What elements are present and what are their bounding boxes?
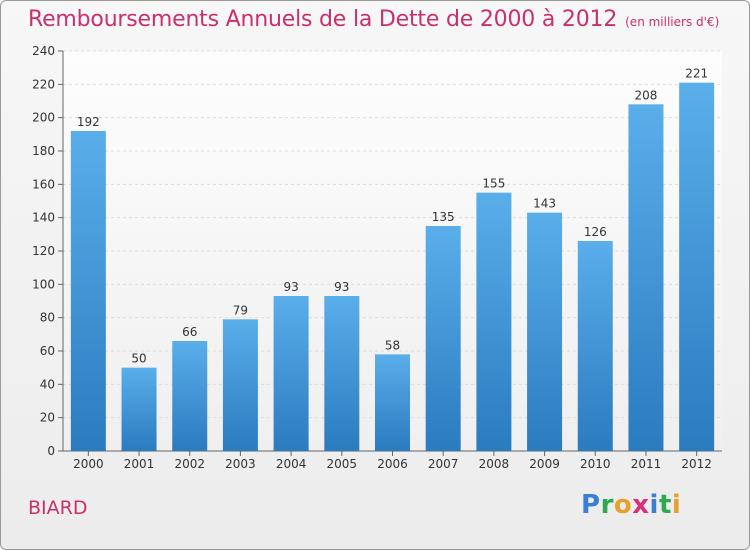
y-tick-label: 200 [32, 111, 55, 125]
y-tick-label: 140 [32, 211, 55, 225]
bar-2005 [324, 296, 360, 451]
bar-value-label: 126 [584, 225, 607, 239]
x-tick-label: 2012 [681, 457, 712, 471]
bar-2004 [273, 296, 309, 451]
logo-letter: t [658, 490, 672, 520]
bar-2012 [679, 82, 715, 452]
bar-2011 [628, 104, 664, 451]
logo-letter: x [632, 490, 650, 520]
bar-2007 [425, 226, 461, 451]
x-tick-label: 2011 [631, 457, 662, 471]
bar-value-label: 93 [334, 280, 349, 294]
bar-value-label: 58 [385, 338, 400, 352]
y-tick-label: 120 [32, 244, 55, 258]
x-tick-label: 2002 [174, 457, 205, 471]
logo-letter: o [613, 490, 633, 520]
bar-2002 [172, 341, 208, 451]
bar-value-label: 143 [533, 197, 556, 211]
y-tick-label: 220 [32, 77, 55, 91]
bar-value-label: 135 [432, 210, 455, 224]
commune-name: BIARD [28, 497, 88, 519]
bar-value-label: 192 [77, 115, 100, 129]
chart-unit: (en milliers d'€) [625, 15, 720, 29]
bar-value-label: 93 [283, 280, 298, 294]
y-tick-label: 0 [47, 444, 55, 458]
bar-value-label: 155 [482, 177, 505, 191]
x-tick-label: 2009 [529, 457, 560, 471]
proxiti-logo: Proxiti [581, 490, 681, 520]
bar-2003 [222, 319, 258, 451]
y-tick-label: 180 [32, 144, 55, 158]
chart-title: Remboursements Annuels de la Dette de 20… [28, 7, 719, 32]
bar-2000 [70, 131, 106, 451]
logo-letter: P [581, 490, 601, 520]
x-tick-label: 2005 [327, 457, 358, 471]
x-tick-label: 2003 [225, 457, 256, 471]
logo-letter: i [649, 490, 659, 520]
logo-letter: r [600, 490, 614, 520]
y-tick-label: 80 [40, 311, 55, 325]
y-tick-label: 60 [40, 344, 55, 358]
bar-value-label: 208 [635, 88, 658, 102]
x-tick-label: 2000 [73, 457, 104, 471]
logo-letter: i [671, 490, 682, 520]
y-tick-label: 160 [32, 177, 55, 191]
bar-2008 [476, 192, 512, 451]
bar-2010 [577, 241, 613, 451]
bar-value-label: 221 [685, 67, 708, 81]
bar-value-label: 50 [131, 352, 146, 366]
x-tick-label: 2010 [580, 457, 611, 471]
y-tick-label: 240 [32, 44, 55, 58]
chart-title-text: Remboursements Annuels de la Dette de 20… [28, 7, 618, 32]
y-tick-label: 20 [40, 411, 55, 425]
bar-value-label: 79 [233, 303, 248, 317]
bar-2009 [527, 212, 563, 451]
x-tick-label: 2007 [428, 457, 459, 471]
x-tick-label: 2001 [124, 457, 155, 471]
y-tick-label: 100 [32, 277, 55, 291]
x-tick-label: 2004 [276, 457, 307, 471]
bar-2006 [375, 354, 410, 451]
bar-value-label: 66 [182, 325, 197, 339]
bar-2001 [121, 367, 157, 451]
x-tick-label: 2008 [479, 457, 510, 471]
x-tick-label: 2006 [377, 457, 408, 471]
y-tick-label: 40 [40, 377, 55, 391]
